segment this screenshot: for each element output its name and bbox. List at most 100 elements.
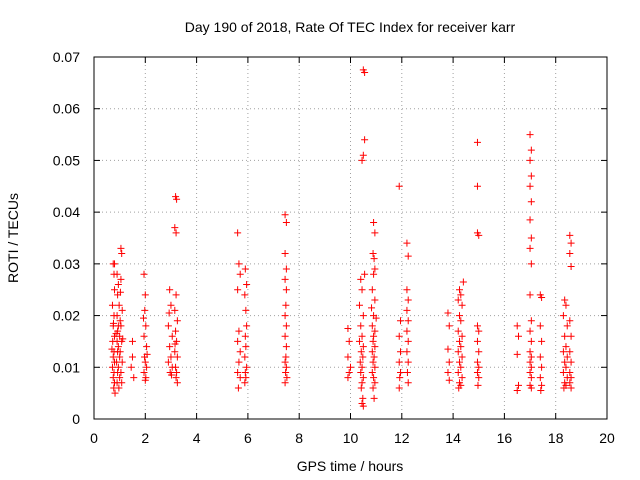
- data-point: [113, 312, 121, 320]
- data-point: [281, 332, 289, 340]
- data-point: [281, 275, 289, 283]
- data-point: [117, 275, 125, 283]
- data-point: [526, 182, 534, 190]
- data-point: [456, 312, 464, 320]
- data-point: [559, 368, 567, 376]
- data-point: [538, 337, 546, 345]
- data-point: [567, 239, 575, 247]
- data-point: [241, 332, 249, 340]
- data-point: [404, 252, 412, 260]
- data-point: [108, 345, 116, 353]
- data-point: [282, 265, 290, 273]
- data-point: [166, 286, 174, 294]
- data-point: [559, 348, 567, 356]
- data-point: [458, 332, 466, 340]
- data-point: [527, 363, 535, 371]
- data-point: [117, 368, 125, 376]
- data-point: [358, 363, 366, 371]
- data-point: [513, 387, 521, 395]
- data-point: [444, 368, 452, 376]
- data-point: [370, 218, 378, 226]
- data-point: [117, 322, 125, 330]
- data-point: [371, 363, 379, 371]
- data-point: [473, 322, 481, 330]
- data-point: [371, 379, 379, 387]
- data-point: [128, 353, 136, 361]
- y-tick-label: 0.05: [53, 152, 80, 168]
- data-point: [526, 291, 534, 299]
- data-point: [359, 312, 367, 320]
- data-point: [562, 301, 570, 309]
- data-point: [567, 358, 575, 366]
- data-point: [372, 314, 380, 322]
- data-point: [404, 317, 412, 325]
- x-tick-label: 14: [445, 430, 461, 446]
- data-point: [397, 317, 405, 325]
- data-point: [172, 374, 180, 382]
- data-point: [536, 374, 544, 382]
- y-tick-label: 0.01: [53, 359, 80, 375]
- data-point: [561, 296, 569, 304]
- data-point: [567, 384, 575, 392]
- data-point: [241, 265, 249, 273]
- y-tick-label: 0.03: [53, 256, 80, 272]
- data-point: [359, 353, 367, 361]
- data-point: [171, 306, 179, 314]
- data-point: [474, 381, 482, 389]
- data-point: [403, 348, 411, 356]
- data-point: [235, 260, 243, 268]
- data-point: [234, 229, 242, 237]
- data-point: [403, 368, 411, 376]
- data-point: [457, 343, 465, 351]
- data-point: [165, 309, 173, 317]
- data-point: [355, 301, 363, 309]
- data-point: [475, 327, 483, 335]
- data-point: [527, 146, 535, 154]
- data-point: [455, 384, 463, 392]
- data-point: [140, 368, 148, 376]
- data-point: [243, 363, 251, 371]
- data-point: [173, 368, 181, 376]
- data-point: [527, 260, 535, 268]
- data-point: [561, 358, 569, 366]
- data-point: [473, 182, 481, 190]
- y-tick-label: 0.04: [53, 204, 80, 220]
- data-point: [536, 353, 544, 361]
- data-point: [167, 301, 175, 309]
- data-point: [172, 363, 180, 371]
- data-point: [370, 255, 378, 263]
- data-point: [513, 350, 521, 358]
- data-point: [128, 337, 136, 345]
- data-point: [371, 265, 379, 273]
- data-point: [344, 325, 352, 332]
- data-point: [395, 358, 403, 366]
- data-point: [243, 322, 251, 330]
- data-point: [361, 270, 369, 278]
- data-point: [235, 327, 243, 335]
- data-point: [371, 343, 379, 351]
- data-point: [566, 231, 574, 239]
- x-axis-label: GPS time / hours: [297, 458, 404, 474]
- data-point: [513, 322, 521, 330]
- data-point: [361, 69, 369, 77]
- data-point: [526, 358, 534, 366]
- data-point: [358, 156, 366, 164]
- data-point: [566, 317, 574, 325]
- data-point: [444, 309, 452, 317]
- data-point: [370, 270, 378, 278]
- data-point: [242, 374, 250, 382]
- data-point: [109, 353, 117, 361]
- data-point: [281, 250, 289, 258]
- data-point: [111, 260, 119, 268]
- data-point: [527, 337, 535, 345]
- data-point: [119, 335, 127, 343]
- data-point: [567, 332, 575, 340]
- data-point: [347, 363, 354, 371]
- data-point: [173, 317, 181, 325]
- data-point: [527, 234, 535, 242]
- data-point: [234, 286, 242, 294]
- data-point: [526, 244, 534, 252]
- data-point: [242, 306, 250, 314]
- data-point: [241, 368, 249, 376]
- data-point: [116, 348, 124, 356]
